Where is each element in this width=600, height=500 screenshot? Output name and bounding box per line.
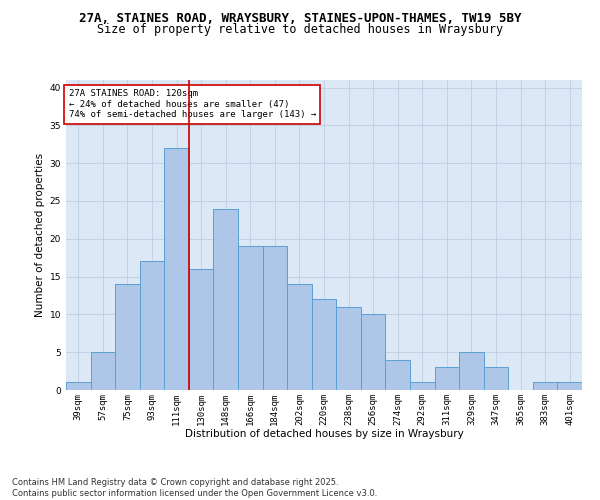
Text: Size of property relative to detached houses in Wraysbury: Size of property relative to detached ho…	[97, 22, 503, 36]
Bar	[361, 314, 385, 390]
Bar	[484, 368, 508, 390]
Bar	[66, 382, 91, 390]
Bar	[91, 352, 115, 390]
Bar	[164, 148, 189, 390]
Bar	[533, 382, 557, 390]
Bar	[263, 246, 287, 390]
Bar	[312, 300, 336, 390]
Bar	[287, 284, 312, 390]
Bar	[140, 262, 164, 390]
Text: 27A STAINES ROAD: 120sqm
← 24% of detached houses are smaller (47)
74% of semi-d: 27A STAINES ROAD: 120sqm ← 24% of detach…	[68, 90, 316, 119]
Bar	[385, 360, 410, 390]
Y-axis label: Number of detached properties: Number of detached properties	[35, 153, 46, 317]
Text: 27A, STAINES ROAD, WRAYSBURY, STAINES-UPON-THAMES, TW19 5BY: 27A, STAINES ROAD, WRAYSBURY, STAINES-UP…	[79, 12, 521, 26]
Bar	[336, 307, 361, 390]
Bar	[410, 382, 434, 390]
Text: Contains HM Land Registry data © Crown copyright and database right 2025.
Contai: Contains HM Land Registry data © Crown c…	[12, 478, 377, 498]
Bar	[189, 269, 214, 390]
Bar	[459, 352, 484, 390]
Bar	[434, 368, 459, 390]
X-axis label: Distribution of detached houses by size in Wraysbury: Distribution of detached houses by size …	[185, 429, 463, 439]
Bar	[557, 382, 582, 390]
Bar	[238, 246, 263, 390]
Bar	[214, 208, 238, 390]
Bar	[115, 284, 140, 390]
